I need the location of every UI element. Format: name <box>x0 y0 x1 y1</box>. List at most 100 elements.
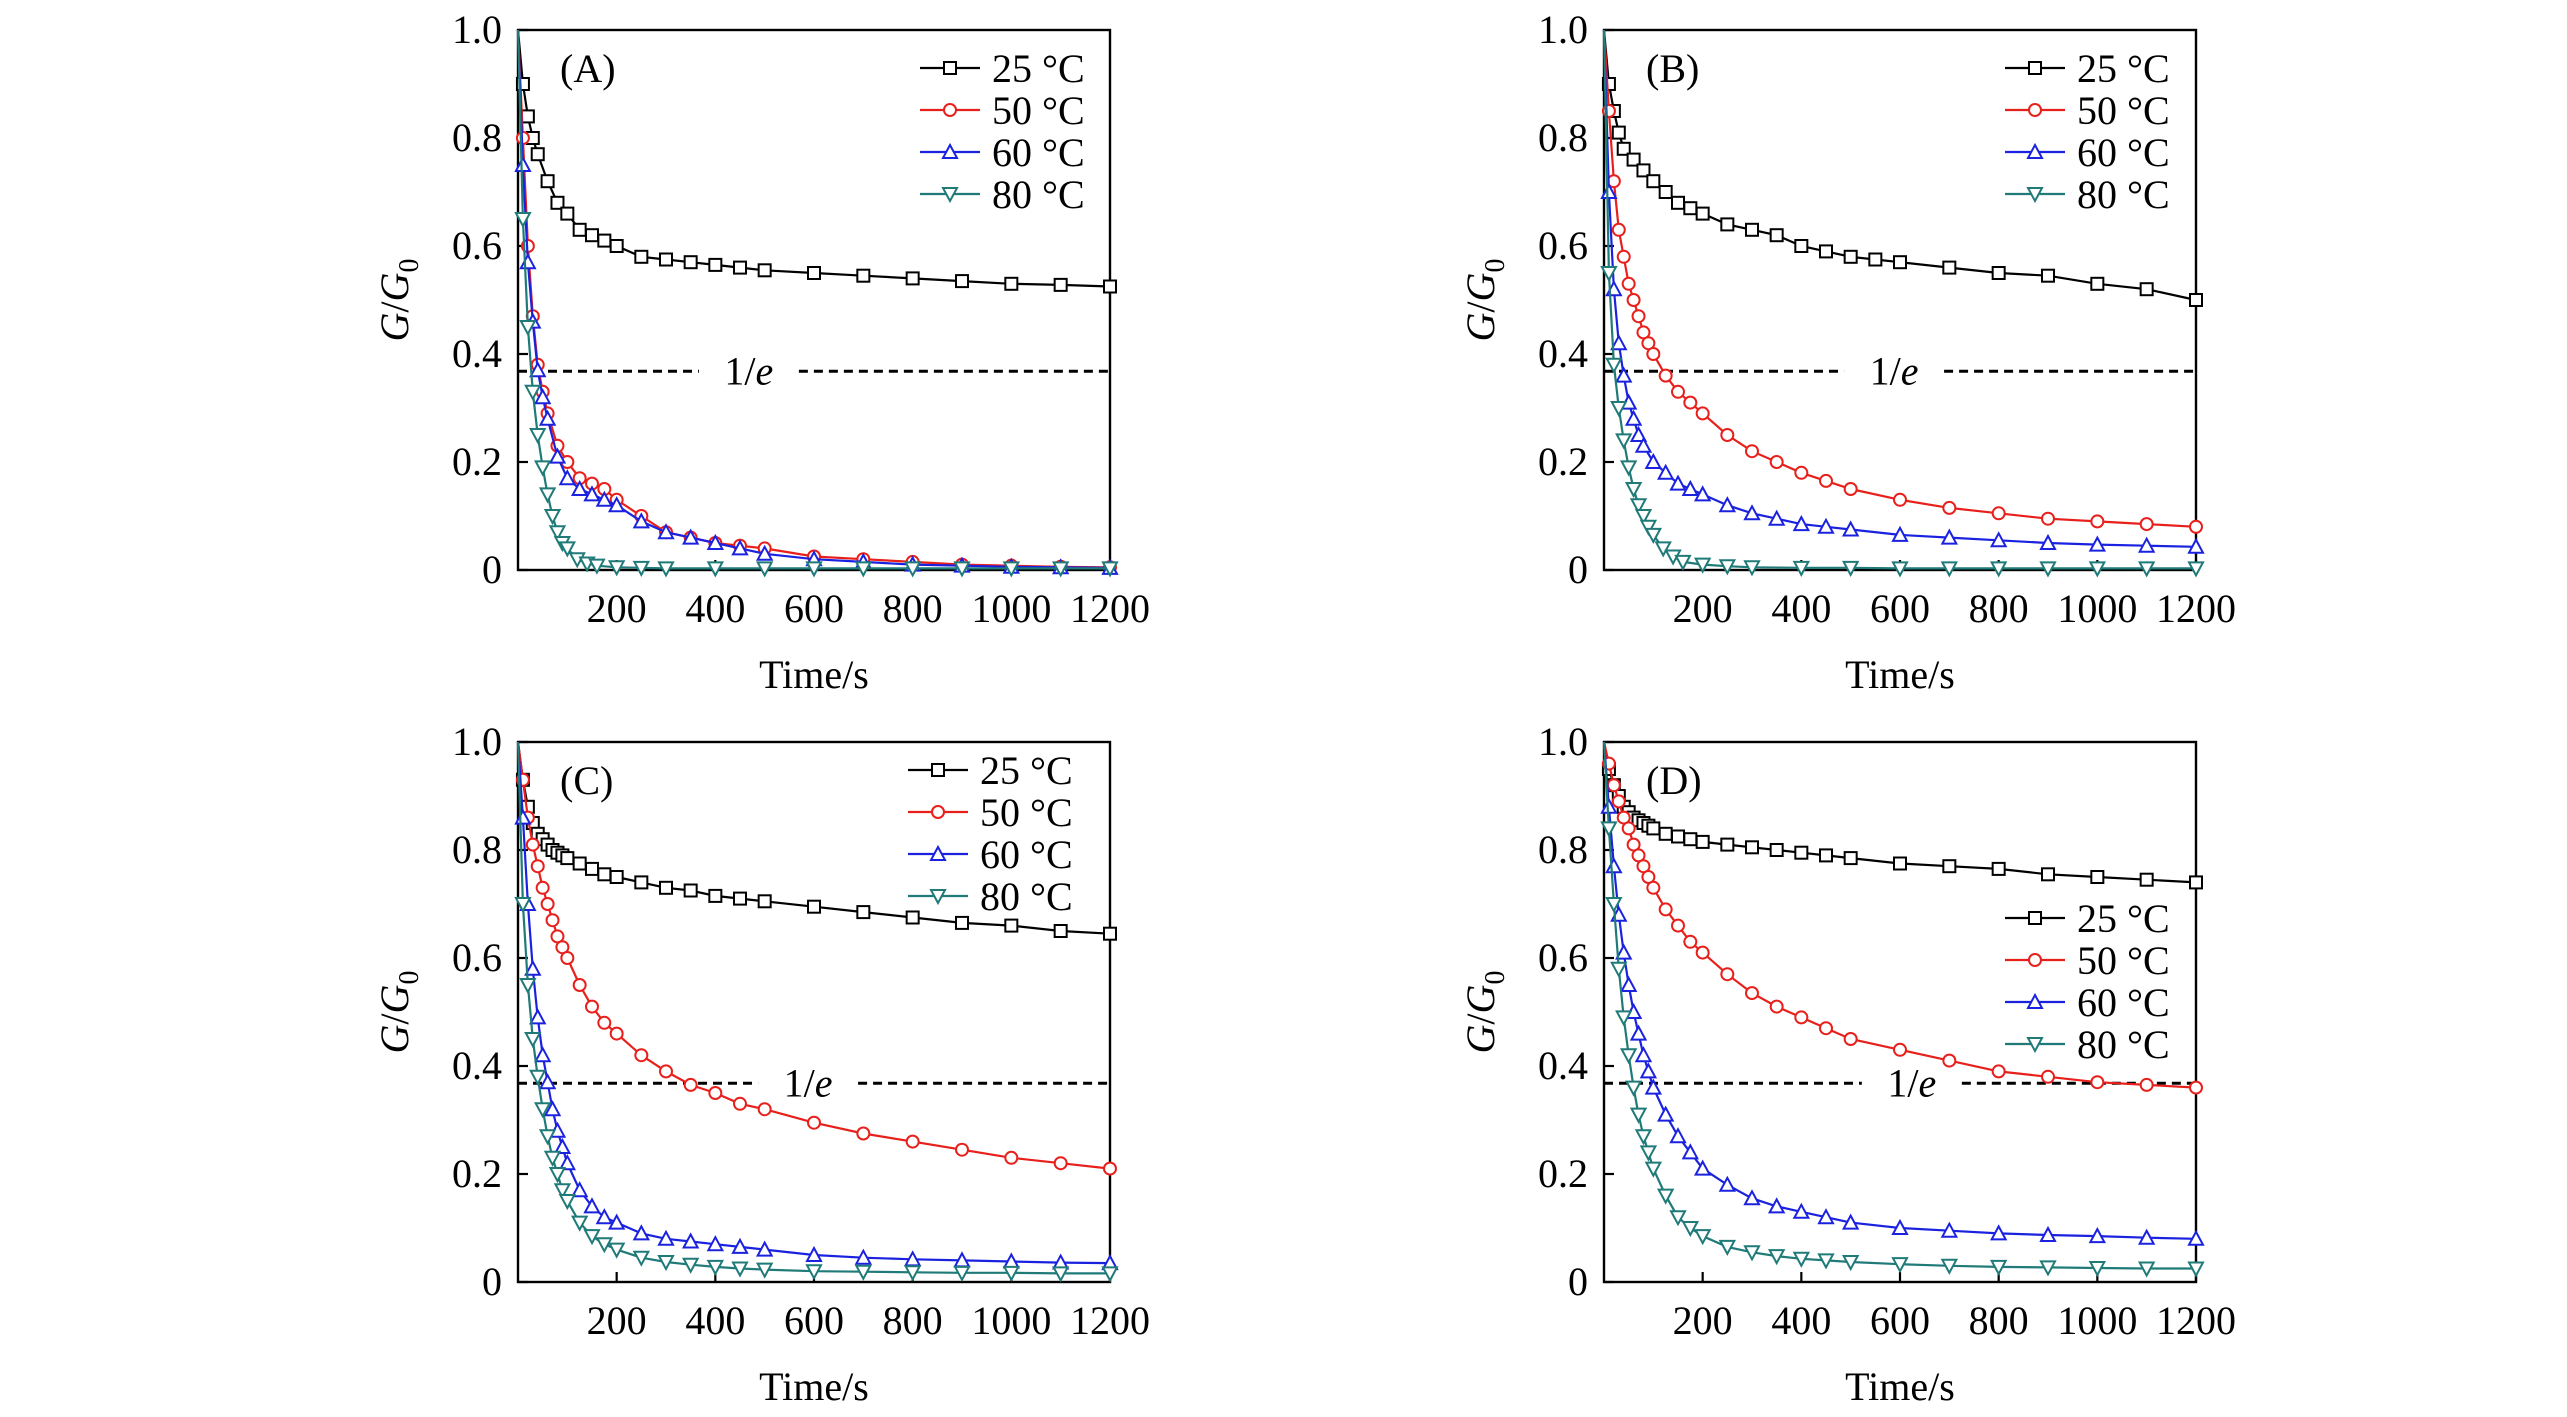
x-tick-label: 1000 <box>971 1298 1051 1343</box>
data-point <box>1745 840 1759 855</box>
data-point <box>757 263 772 278</box>
legend-marker <box>2026 142 2044 159</box>
data-point <box>524 959 542 976</box>
data-point <box>558 1194 577 1211</box>
legend-label: 60 °C <box>2077 130 2170 175</box>
data-point <box>529 361 547 378</box>
series-60c <box>514 741 1119 1271</box>
legend-entry: 25 °C <box>908 748 1073 793</box>
data-point <box>560 851 575 866</box>
legend-label: 60 °C <box>992 130 1085 175</box>
data-point <box>1683 201 1698 216</box>
data-point <box>1794 239 1809 253</box>
data-point <box>533 1046 552 1063</box>
data-point <box>1893 492 1907 507</box>
data-point <box>2088 535 2107 552</box>
data-point <box>1615 1010 1633 1027</box>
data-point <box>1616 141 1631 156</box>
panel-label: (C) <box>560 758 613 803</box>
x-axis-label: Time/s <box>759 652 869 697</box>
data-point <box>1639 1145 1658 1162</box>
data-point <box>1610 961 1628 978</box>
data-point <box>570 1215 589 1232</box>
data-point <box>708 888 723 903</box>
data-point <box>1619 460 1638 477</box>
data-point <box>1940 1258 1959 1275</box>
x-tick-label: 400 <box>685 1298 745 1343</box>
data-point <box>597 1015 612 1030</box>
data-point <box>1615 943 1633 960</box>
data-point <box>543 1150 562 1167</box>
y-axis-label: G/G0 <box>372 971 425 1054</box>
data-point <box>1646 880 1661 895</box>
data-point <box>1611 794 1626 809</box>
series-line <box>1602 29 2197 528</box>
data-point <box>1671 829 1685 844</box>
data-point <box>1942 859 1957 874</box>
data-point <box>955 274 969 289</box>
legend-marker <box>2028 953 2042 967</box>
data-point <box>708 1086 723 1100</box>
data-point <box>1891 1257 1909 1274</box>
data-point <box>1674 554 1692 572</box>
data-point <box>2041 268 2055 283</box>
data-point <box>854 561 873 578</box>
data-point <box>1600 266 1618 283</box>
data-point <box>585 999 599 1014</box>
data-point <box>595 1237 614 1254</box>
data-point <box>733 1096 747 1111</box>
data-point <box>1718 1175 1737 1192</box>
data-point <box>1693 1229 1712 1246</box>
data-point <box>538 1073 557 1090</box>
data-point <box>1743 1189 1761 1206</box>
data-point <box>1605 357 1623 374</box>
data-point <box>1792 1202 1811 1219</box>
data-point <box>607 1213 626 1230</box>
y-tick-label: 1.0 <box>1538 719 1588 764</box>
data-point <box>2041 867 2055 882</box>
data-point <box>2090 870 2105 884</box>
series-line <box>516 741 1111 1170</box>
data-point <box>1634 1129 1653 1146</box>
data-point <box>731 1261 749 1278</box>
data-point <box>733 891 747 906</box>
data-point <box>1683 395 1698 410</box>
data-point <box>1718 559 1737 576</box>
data-point <box>2189 1080 2203 1095</box>
data-point <box>1989 1224 2008 1241</box>
legend-entry: 50 °C <box>2005 88 2170 133</box>
data-point <box>1103 1161 1117 1176</box>
data-point <box>1053 924 1068 938</box>
x-tick-label: 200 <box>587 1298 647 1343</box>
data-point <box>1606 778 1621 793</box>
data-point <box>706 533 725 550</box>
series-line <box>1602 741 2197 1240</box>
legend-marker <box>2026 1037 2044 1054</box>
data-point <box>2187 1261 2205 1278</box>
data-point <box>1656 463 1675 480</box>
data-point <box>659 1064 673 1079</box>
data-point <box>1940 561 1959 578</box>
data-point <box>570 1181 589 1198</box>
data-point <box>1794 465 1809 480</box>
data-point <box>659 880 673 895</box>
data-point <box>1695 945 1710 960</box>
legend-label: 80 °C <box>2077 1022 2170 1067</box>
x-axis-label: Time/s <box>1845 1364 1955 1409</box>
data-point <box>1817 517 1835 534</box>
data-point <box>1989 561 2008 578</box>
legend-entry: 80 °C <box>2005 172 2170 217</box>
legend-marker <box>2026 992 2044 1009</box>
data-point <box>2039 1225 2057 1243</box>
data-point <box>657 561 675 578</box>
legend-entry: 50 °C <box>920 88 1085 133</box>
x-tick-label: 1200 <box>2156 1298 2236 1343</box>
data-point <box>1819 848 1833 863</box>
data-point <box>755 1262 774 1279</box>
legend-marker <box>943 61 957 75</box>
data-point <box>1720 428 1735 442</box>
data-point <box>1767 509 1786 526</box>
data-point <box>519 978 537 995</box>
data-point <box>553 1137 572 1154</box>
legend-label: 50 °C <box>992 88 1085 133</box>
